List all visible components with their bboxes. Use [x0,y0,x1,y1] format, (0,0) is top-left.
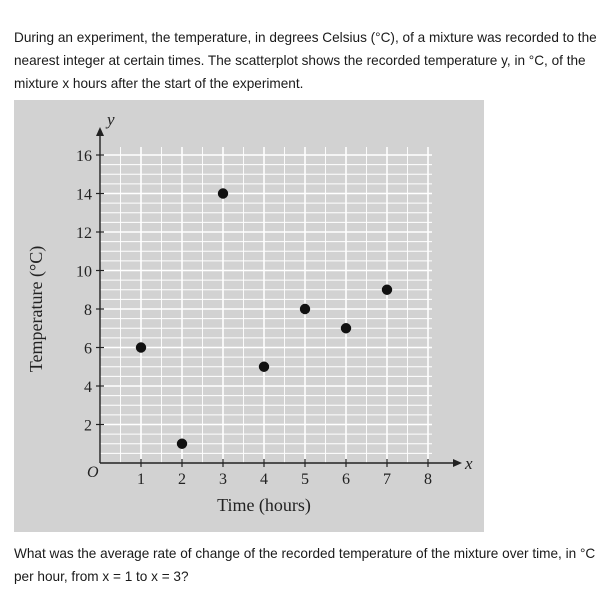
y-tick-label: 8 [84,302,92,319]
y-axis-variable-label: y [105,110,115,129]
axes [96,127,462,467]
data-point [135,342,147,353]
x-tick-label: 6 [342,471,350,488]
x-tick-label: 7 [383,471,391,488]
data-point [176,438,188,449]
x-tick-label: 1 [137,471,145,488]
problem-intro: During an experiment, the temperature, i… [14,30,597,91]
x-axis-arrow-icon [453,459,462,467]
data-point [340,323,352,334]
y-tick-label: 14 [76,187,92,204]
x-axis-variable-label: x [464,454,473,473]
data-points [135,188,393,449]
y-tick-label: 16 [76,148,92,165]
y-axis-title: Temperature (°C) [26,246,47,372]
y-tick-label: 10 [76,264,92,281]
data-point [217,188,229,199]
x-axis-title: Time (hours) [217,495,311,516]
grid-lines [100,147,432,463]
x-tick-label: 2 [178,471,186,488]
x-tick-label: 3 [219,471,227,488]
origin-label: O [87,464,99,481]
x-tick-label: 5 [301,471,309,488]
x-tick-label: 8 [424,471,432,488]
data-point [381,284,393,295]
y-tick-label: 2 [84,418,92,435]
data-point [258,361,270,372]
x-tick-label: 4 [260,471,268,488]
y-tick-label: 4 [84,379,92,396]
y-tick-label: 6 [84,341,92,358]
problem-question: What was the average rate of change of t… [14,546,596,584]
y-tick-label: 12 [76,225,92,242]
data-point [299,303,311,315]
y-axis-arrow-icon [96,127,104,136]
scatterplot-figure: 1 2 3 4 5 6 7 8 2 4 6 8 10 12 14 16 O x y Time (hours) … [14,100,484,532]
